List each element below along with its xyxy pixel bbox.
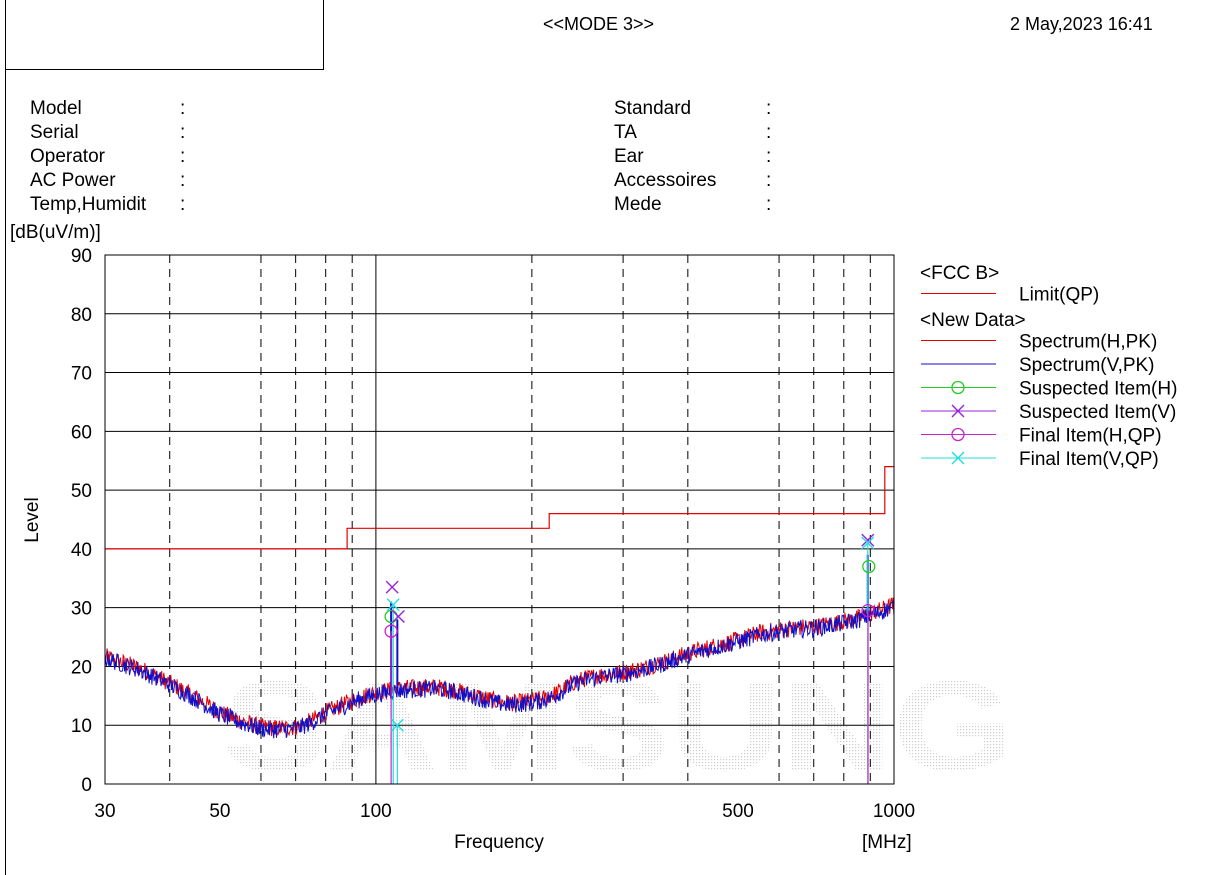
cross-stroke <box>385 580 399 594</box>
info-colon: : <box>766 194 772 215</box>
info-row-accessoires: Accessoires: <box>614 169 771 193</box>
final-h-marker <box>861 603 875 618</box>
legend-entry-label: Final Item(V,QP) <box>1019 449 1159 470</box>
legend-x-marker <box>951 404 965 418</box>
info-label: Mede <box>614 194 662 215</box>
final-v-marker <box>861 536 875 550</box>
info-row-model: Model: <box>30 97 185 121</box>
cross-stroke <box>951 404 965 418</box>
final-v-marker <box>386 598 400 612</box>
info-colon: : <box>180 122 186 143</box>
info-row-standard: Standard: <box>614 97 771 121</box>
y-tick-label: 10 <box>71 716 92 737</box>
suspected-h-marker <box>384 609 398 624</box>
info-label: AC Power <box>30 170 116 191</box>
info-colon: : <box>766 170 772 191</box>
info-colon: : <box>180 194 186 215</box>
info-colon: : <box>766 98 772 119</box>
x-tick-label: 50 <box>209 801 230 822</box>
info-label: Ear <box>614 146 644 167</box>
x-axis-label: Frequency <box>454 832 544 853</box>
info-row-serial: Serial: <box>30 121 185 145</box>
legend-entry-label: Final Item(H,QP) <box>1019 426 1162 447</box>
final-v-marker <box>390 718 404 732</box>
limit-line <box>105 466 894 550</box>
legend-entry-label: Suspected Item(V) <box>1019 402 1176 423</box>
y-tick-label: 80 <box>71 305 92 326</box>
info-colon: : <box>766 146 772 167</box>
info-label: TA <box>614 122 637 143</box>
info-colon: : <box>180 98 186 119</box>
info-row-temp-humidity: Temp,Humidit: <box>30 193 185 217</box>
legend-entry-label: Limit(QP) <box>1019 285 1099 306</box>
info-row-ear: Ear: <box>614 145 771 169</box>
info-row-ta: TA: <box>614 121 771 145</box>
legend-x-marker <box>951 451 965 465</box>
suspected-v-marker <box>861 533 875 547</box>
final-h-marker <box>384 624 398 638</box>
info-colon: : <box>180 170 186 191</box>
info-label: Temp,Humidit <box>30 194 147 215</box>
info-row-operator: Operator: <box>30 145 185 169</box>
cross-stroke <box>390 718 404 732</box>
x-tick-label: 1000 <box>873 801 915 822</box>
info-label: Serial <box>30 122 79 143</box>
chart-legend: <FCC B> Limit(QP) <New Data>Spectrum(H,PK)… <box>920 263 1177 470</box>
y-tick-label: 20 <box>71 657 92 678</box>
info-colon: : <box>180 146 186 167</box>
legend-circle-marker <box>951 427 965 442</box>
info-label: Standard <box>614 98 692 119</box>
info-row-ac-power: AC Power: <box>30 169 185 193</box>
plot-markers <box>384 533 876 784</box>
title-box <box>5 0 324 70</box>
cross-stroke <box>861 533 875 547</box>
x-tick-label: 500 <box>722 801 754 822</box>
suspected-v-marker <box>391 609 405 623</box>
axis-tick-labels: 0 10 20 30 40 50 60 70 80 90 30 50 100 500 1000 <box>71 246 915 822</box>
frame-left-border <box>5 0 6 875</box>
cross-stroke <box>861 536 875 550</box>
info-row-mede: Mede: <box>614 193 771 217</box>
cross-stroke <box>386 598 400 612</box>
suspected-h-marker <box>862 559 876 574</box>
info-colon: : <box>766 122 772 143</box>
y-tick-label: 50 <box>71 481 92 502</box>
info-label: Model <box>30 98 82 119</box>
legend-entry-label: Spectrum(V,PK) <box>1019 355 1155 376</box>
y-tick-label: 70 <box>71 364 92 385</box>
y-tick-label: 90 <box>71 246 92 267</box>
y-tick-label: 30 <box>71 599 92 620</box>
timestamp: 2 May,2023 16:41 <box>1010 14 1153 34</box>
plot-border <box>104 254 895 785</box>
legend-group-title: <FCC B> <box>920 263 999 284</box>
info-left-block: Model: Serial: Operator: AC Power: Temp,… <box>30 97 185 217</box>
y-axis-label: Level <box>22 497 43 542</box>
info-label: Operator <box>30 146 105 167</box>
mode-title: <<MODE 3>> <box>543 14 655 34</box>
cross-stroke <box>391 609 405 623</box>
x-tick-label: 100 <box>360 801 392 822</box>
y-tick-label: 40 <box>71 540 92 561</box>
spectrum-v-line <box>104 599 895 739</box>
x-tick-label: 30 <box>94 801 115 822</box>
legend-circle-marker <box>951 380 965 395</box>
y-tick-label: 60 <box>71 422 92 443</box>
suspected-v-marker <box>385 580 399 594</box>
y-unit-label: [dB(uV/m)] <box>10 222 101 243</box>
legend-entry-label: Suspected Item(H) <box>1019 379 1177 400</box>
y-tick-label: 0 <box>81 775 92 796</box>
x-unit-label: [MHz] <box>862 832 912 853</box>
cross-stroke <box>951 451 965 465</box>
info-label: Accessoires <box>614 170 717 191</box>
info-right-block: Standard: TA: Ear: Accessoires: Mede: <box>614 97 771 217</box>
legend-entry-label: Spectrum(H,PK) <box>1019 332 1157 353</box>
legend-group-title: <New Data> <box>920 310 1026 331</box>
